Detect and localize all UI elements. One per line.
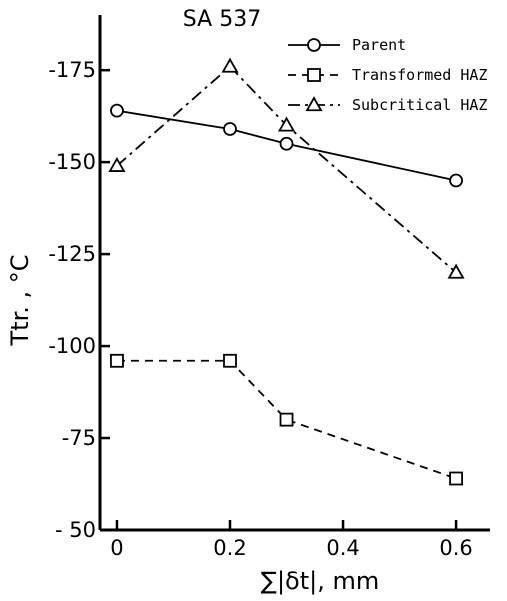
legend-label-parent: Parent bbox=[352, 36, 406, 54]
data-point-parent bbox=[223, 122, 237, 136]
y-tick-label: -150 bbox=[48, 150, 96, 174]
chart-title: SA 537 bbox=[183, 7, 261, 32]
data-point-subcritical-haz bbox=[221, 57, 239, 73]
legend-marker-subcritical-haz bbox=[305, 96, 323, 112]
tick-marks: - 50 -75 -100 -125 -150 -175 0 0.2 0.4 0.6 bbox=[48, 58, 472, 560]
legend-marker-transformed-haz bbox=[307, 68, 321, 82]
data-point-parent bbox=[110, 103, 124, 118]
y-tick-label: -100 bbox=[48, 334, 96, 358]
y-tick-label: - 50 bbox=[55, 518, 96, 542]
data-point-transformed-haz bbox=[279, 412, 294, 427]
axes bbox=[98, 15, 490, 532]
data-point-subcritical-haz bbox=[277, 116, 296, 132]
y-axis-label: Ttr. , °C bbox=[6, 254, 34, 346]
data-point-parent bbox=[279, 136, 294, 151]
series-parent bbox=[110, 103, 463, 188]
data-point-subcritical-haz bbox=[108, 157, 126, 172]
series-transformed-haz bbox=[110, 353, 463, 486]
data-point-transformed-haz bbox=[449, 471, 463, 486]
series-subcritical-haz bbox=[108, 57, 465, 279]
x-axis-label: ∑|δt|, mm bbox=[261, 567, 379, 595]
y-tick-label: -125 bbox=[48, 242, 96, 266]
data-point-subcritical-haz bbox=[447, 263, 465, 279]
x-tick-label: 0.2 bbox=[213, 536, 246, 560]
x-tick-label: 0 bbox=[110, 536, 123, 560]
y-tick-label: -175 bbox=[48, 58, 96, 82]
data-point-transformed-haz bbox=[223, 353, 237, 368]
x-tick-label: 0.4 bbox=[326, 536, 359, 560]
y-tick-label: -75 bbox=[62, 426, 96, 450]
data-point-transformed-haz bbox=[110, 353, 124, 368]
series-layer bbox=[108, 57, 465, 486]
legend-marker-parent bbox=[307, 38, 321, 52]
x-tick-label: 0.6 bbox=[439, 536, 472, 560]
legend-label-transformed-haz: Transformed HAZ bbox=[352, 66, 487, 84]
legend: Parent Transformed HAZ Subcritical HAZ bbox=[288, 36, 487, 114]
data-point-parent bbox=[449, 173, 463, 188]
legend-label-subcritical-haz: Subcritical HAZ bbox=[352, 96, 487, 114]
series-line-subcritical-haz bbox=[116, 65, 457, 274]
series-line-parent bbox=[116, 109, 457, 182]
series-line-transformed-haz bbox=[116, 359, 457, 480]
